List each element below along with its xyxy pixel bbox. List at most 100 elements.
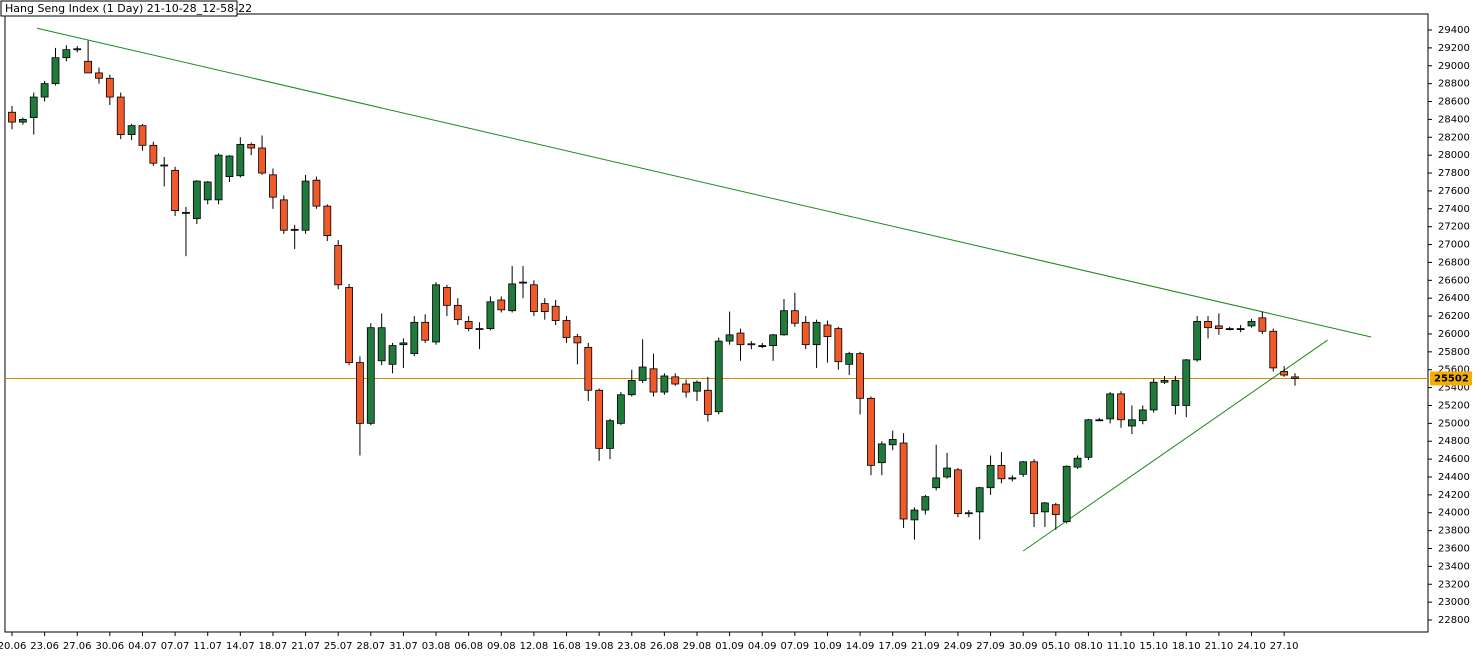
candle-body: [1019, 461, 1028, 475]
y-tick-label: 28200: [1438, 132, 1470, 143]
x-tick-label: 27.09: [976, 641, 1005, 652]
candle-body: [225, 155, 234, 178]
y-tick-label: 29200: [1438, 43, 1470, 54]
candle-body: [160, 164, 169, 167]
current-price-box: [1430, 371, 1472, 386]
candle-body: [671, 376, 680, 385]
x-tick-label: 10.09: [813, 641, 842, 652]
y-tick-label: 28600: [1438, 97, 1470, 108]
candle-body: [1247, 321, 1256, 327]
y-tick-label: 27800: [1438, 168, 1470, 179]
candle-body: [258, 147, 266, 174]
candle-body: [323, 205, 332, 237]
candle-body: [780, 310, 788, 336]
candle-body: [997, 464, 1006, 480]
x-tick-label: 07.07: [161, 641, 190, 652]
candle-body: [149, 144, 158, 164]
y-tick-label: 26400: [1438, 293, 1470, 304]
x-tick-label: 21.07: [291, 641, 320, 652]
y-tick-label: 23400: [1438, 561, 1470, 572]
title-box: [0, 0, 238, 17]
candle-body: [638, 366, 647, 381]
x-tick-label: 28.07: [356, 641, 385, 652]
plot-frame: [4, 13, 1429, 633]
candle-body: [497, 299, 506, 311]
candle-body: [356, 362, 364, 424]
y-tick-label: 28800: [1438, 79, 1470, 90]
y-tick-label: 27200: [1438, 222, 1470, 233]
candle-body: [1128, 419, 1136, 427]
candle-body: [116, 96, 125, 135]
x-tick-label: 23.06: [30, 641, 59, 652]
y-tick-label: 25000: [1438, 418, 1470, 429]
candle-body: [486, 301, 495, 329]
candle-body: [399, 342, 408, 346]
candle-body: [171, 169, 179, 211]
x-tick-label: 17.09: [878, 641, 907, 652]
candle-body: [649, 368, 658, 393]
candle-body: [1041, 502, 1049, 513]
candle-body: [747, 343, 756, 346]
candle-body: [269, 174, 277, 198]
candle-body: [573, 336, 582, 344]
x-tick-label: 14.09: [846, 641, 875, 652]
candle-body: [595, 389, 604, 449]
candle-body: [192, 180, 201, 220]
candle-body: [562, 320, 571, 338]
x-tick-label: 15.10: [1139, 641, 1168, 652]
candle-body: [84, 60, 93, 74]
y-tick-label: 24600: [1438, 454, 1470, 465]
candle-body: [823, 324, 832, 338]
candle-body: [812, 321, 821, 346]
y-tick-label: 25400: [1438, 383, 1470, 394]
y-tick-label: 28400: [1438, 114, 1470, 125]
y-tick-label: 29400: [1438, 25, 1470, 36]
y-tick-label: 22800: [1438, 615, 1470, 626]
candle-body: [975, 487, 984, 513]
candle-body: [432, 284, 440, 343]
candle-body: [1095, 419, 1104, 422]
x-tick-label: 11.10: [1107, 641, 1136, 652]
candle-body: [1269, 330, 1278, 369]
candle-body: [51, 57, 60, 85]
x-tick-label: 06.08: [454, 641, 483, 652]
y-tick-label: 26800: [1438, 257, 1470, 268]
candle-body: [421, 321, 430, 341]
candle-body: [247, 144, 256, 149]
candle-body: [584, 346, 593, 391]
x-tick-label: 14.07: [226, 641, 255, 652]
candle-body: [606, 420, 614, 449]
candle-body: [693, 381, 701, 392]
candle-body: [540, 303, 549, 313]
candle-body: [714, 340, 723, 413]
candle-body: [18, 118, 27, 123]
candle-body: [290, 228, 299, 231]
candle-body: [758, 345, 767, 347]
candle-body: [943, 467, 951, 478]
x-tick-label: 01.09: [715, 641, 744, 652]
candle-body: [279, 199, 288, 231]
x-tick-label: 11.07: [193, 641, 222, 652]
y-tick-label: 29000: [1438, 61, 1470, 72]
trendline: [36, 27, 1372, 338]
candle-body: [769, 334, 778, 346]
y-tick-label: 24800: [1438, 436, 1470, 447]
candle-body: [932, 477, 941, 489]
candle-body: [29, 96, 38, 119]
candle-body: [453, 304, 462, 321]
y-tick-label: 26200: [1438, 311, 1470, 322]
x-tick-label: 31.07: [389, 641, 418, 652]
candle-body: [62, 49, 71, 59]
candle-body: [366, 327, 375, 424]
y-tick-label: 25600: [1438, 365, 1470, 376]
candle-body: [443, 287, 451, 306]
candle-body: [921, 496, 930, 511]
x-tick-label: 26.08: [650, 641, 679, 652]
y-tick-label: 23600: [1438, 544, 1470, 555]
candle-body: [1258, 317, 1267, 332]
candle-body: [1160, 380, 1169, 383]
x-tick-label: 25.07: [324, 641, 353, 652]
x-tick-label: 20.06: [0, 641, 26, 652]
candle-body: [725, 334, 734, 342]
